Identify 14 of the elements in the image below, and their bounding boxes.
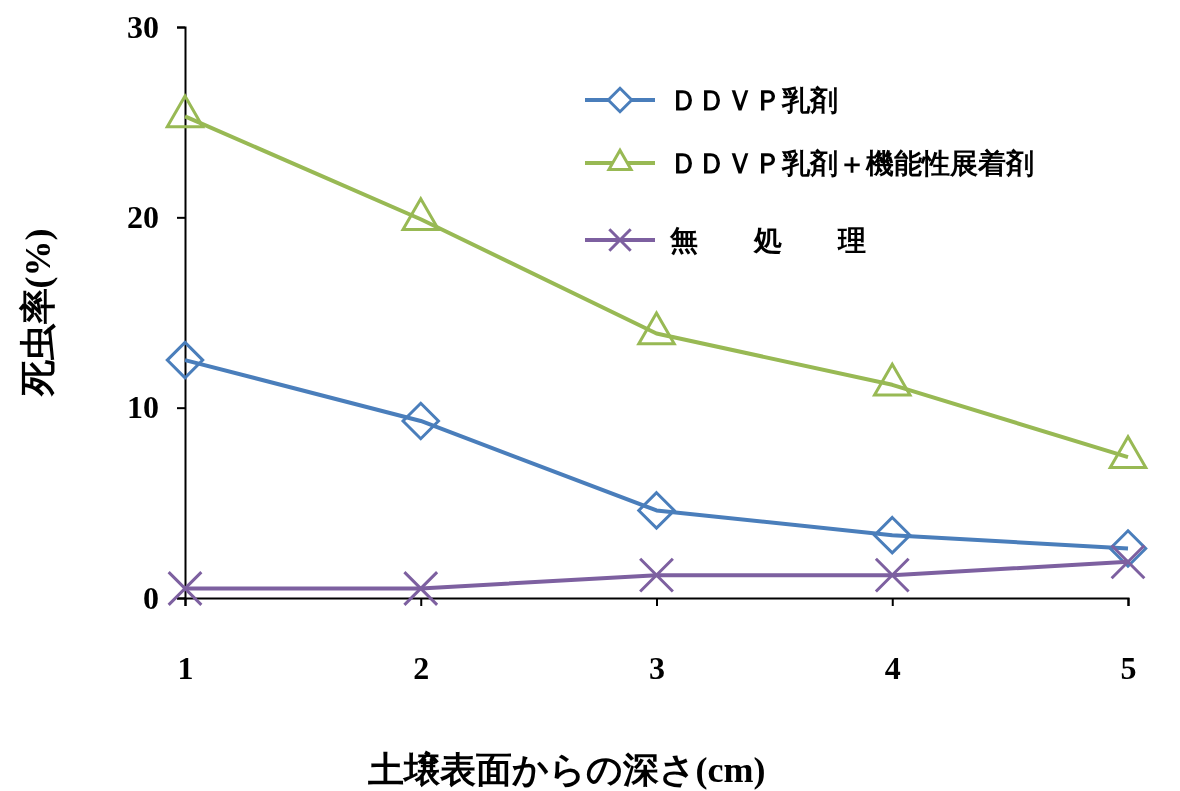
x-tick-label: 2	[413, 649, 430, 686]
x-tick-label: 3	[649, 649, 665, 686]
y-tick-label: 0	[143, 579, 159, 616]
y-tick-label: 30	[127, 8, 159, 45]
x-tick-label: 1	[177, 649, 194, 686]
y-tick-label: 20	[127, 199, 159, 236]
legend-label: ＤＤＶＰ乳剤	[670, 85, 838, 116]
legend-label: ＤＤＶＰ乳剤＋機能性展着剤	[670, 148, 1034, 179]
y-tick-label: 10	[127, 389, 159, 426]
x-tick-label: 4	[884, 649, 901, 686]
y-axis-title: 死虫率(%)	[18, 228, 58, 398]
x-tick-label: 5	[1120, 649, 1137, 686]
legend-label: 無 処 理	[669, 225, 866, 256]
x-axis-title: 土壌表面からの深さ(cm)	[367, 750, 766, 790]
